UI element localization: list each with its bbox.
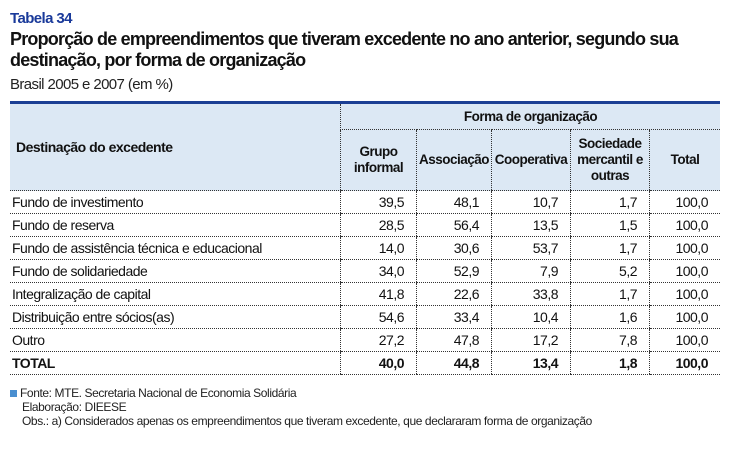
cell-value: 22,6: [416, 282, 492, 306]
table-row: Integralização de capital 41,8 22,6 33,8 1,7…: [10, 282, 720, 306]
cell-value: 100,0: [649, 351, 720, 375]
table-number: Tabela 34: [10, 10, 72, 27]
cell-value: 10,4: [491, 305, 571, 329]
col-header: Total: [649, 129, 720, 191]
table-row: TOTAL 40,0 44,8 13,4 1,8 100,0: [10, 351, 720, 375]
row-label: Integralização de capital: [10, 282, 341, 306]
cell-value: 1,7: [570, 236, 650, 260]
row-label-header: Destinação do excedente: [10, 102, 341, 191]
cell-value: 40,0: [340, 351, 417, 375]
elaboration: Elaboração: DIEESE: [22, 400, 127, 414]
cell-value: 100,0: [649, 282, 720, 306]
table-row: Fundo de reserva 28,5 56,4 13,5 1,5 100,0: [10, 213, 720, 237]
table-subtitle: Brasil 2005 e 2007 (em %): [10, 76, 173, 93]
cell-value: 30,6: [416, 236, 492, 260]
cell-value: 53,7: [491, 236, 571, 260]
cell-value: 41,8: [340, 282, 417, 306]
cell-value: 100,0: [649, 259, 720, 283]
row-label: Fundo de reserva: [10, 213, 341, 237]
cell-value: 1,5: [570, 213, 650, 237]
table-row: Fundo de solidariedade 34,0 52,9 7,9 5,2 100,…: [10, 259, 720, 283]
row-label: Distribuição entre sócios(as): [10, 305, 341, 329]
table-row: Fundo de investimento 39,5 48,1 10,7 1,7 100,…: [10, 190, 720, 214]
col-header: Cooperativa: [491, 129, 571, 191]
cell-value: 56,4: [416, 213, 492, 237]
cell-value: 7,9: [491, 259, 571, 283]
cell-value: 1,6: [570, 305, 650, 329]
cell-value: 7,8: [570, 328, 650, 352]
cell-value: 10,7: [491, 190, 571, 214]
table-row: Distribuição entre sócios(as) 54,6 33,4 10,…: [10, 305, 720, 329]
cell-value: 14,0: [340, 236, 417, 260]
cell-value: 13,4: [491, 351, 571, 375]
cell-value: 34,0: [340, 259, 417, 283]
cell-value: 33,8: [491, 282, 571, 306]
row-label: TOTAL: [10, 351, 341, 375]
source: Fonte: MTE. Secretaria Nacional de Econo…: [20, 386, 297, 400]
row-label: Outro: [10, 328, 341, 352]
cell-value: 1,7: [570, 190, 650, 214]
col-header: Associação: [416, 129, 492, 191]
cell-value: 5,2: [570, 259, 650, 283]
row-label: Fundo de assistência técnica e educacion…: [10, 236, 341, 260]
cell-value: 33,4: [416, 305, 492, 329]
cell-value: 1,8: [570, 351, 650, 375]
note: Obs.: a) Considerados apenas os empreend…: [22, 414, 592, 428]
row-label: Fundo de solidariedade: [10, 259, 341, 283]
cell-value: 47,8: [416, 328, 492, 352]
cell-value: 54,6: [340, 305, 417, 329]
cell-value: 27,2: [340, 328, 417, 352]
cell-value: 39,5: [340, 190, 417, 214]
table-footer: Fonte: MTE. Secretaria Nacional de Econo…: [10, 386, 592, 428]
cell-value: 44,8: [416, 351, 492, 375]
cell-value: 100,0: [649, 305, 720, 329]
cell-value: 100,0: [649, 236, 720, 260]
cell-value: 13,5: [491, 213, 571, 237]
row-label: Fundo de investimento: [10, 190, 341, 214]
cell-value: 100,0: [649, 328, 720, 352]
table-row: Fundo de assistência técnica e educacion…: [10, 236, 720, 260]
cell-value: 100,0: [649, 213, 720, 237]
group-header: Forma de organização: [340, 102, 720, 130]
cell-value: 1,7: [570, 282, 650, 306]
cell-value: 52,9: [416, 259, 492, 283]
cell-value: 48,1: [416, 190, 492, 214]
cell-value: 17,2: [491, 328, 571, 352]
table-title: Proporção de empreendimentos que tiveram…: [10, 29, 679, 70]
bullet-square-icon: [10, 390, 17, 397]
data-table: Destinação do excedente Forma de organiz…: [10, 101, 720, 375]
col-header: Sociedade mercantil e outras: [570, 129, 650, 191]
cell-value: 100,0: [649, 190, 720, 214]
table-row: Outro 27,2 47,8 17,2 7,8 100,0: [10, 328, 720, 352]
col-header: Grupo informal: [340, 129, 417, 191]
cell-value: 28,5: [340, 213, 417, 237]
